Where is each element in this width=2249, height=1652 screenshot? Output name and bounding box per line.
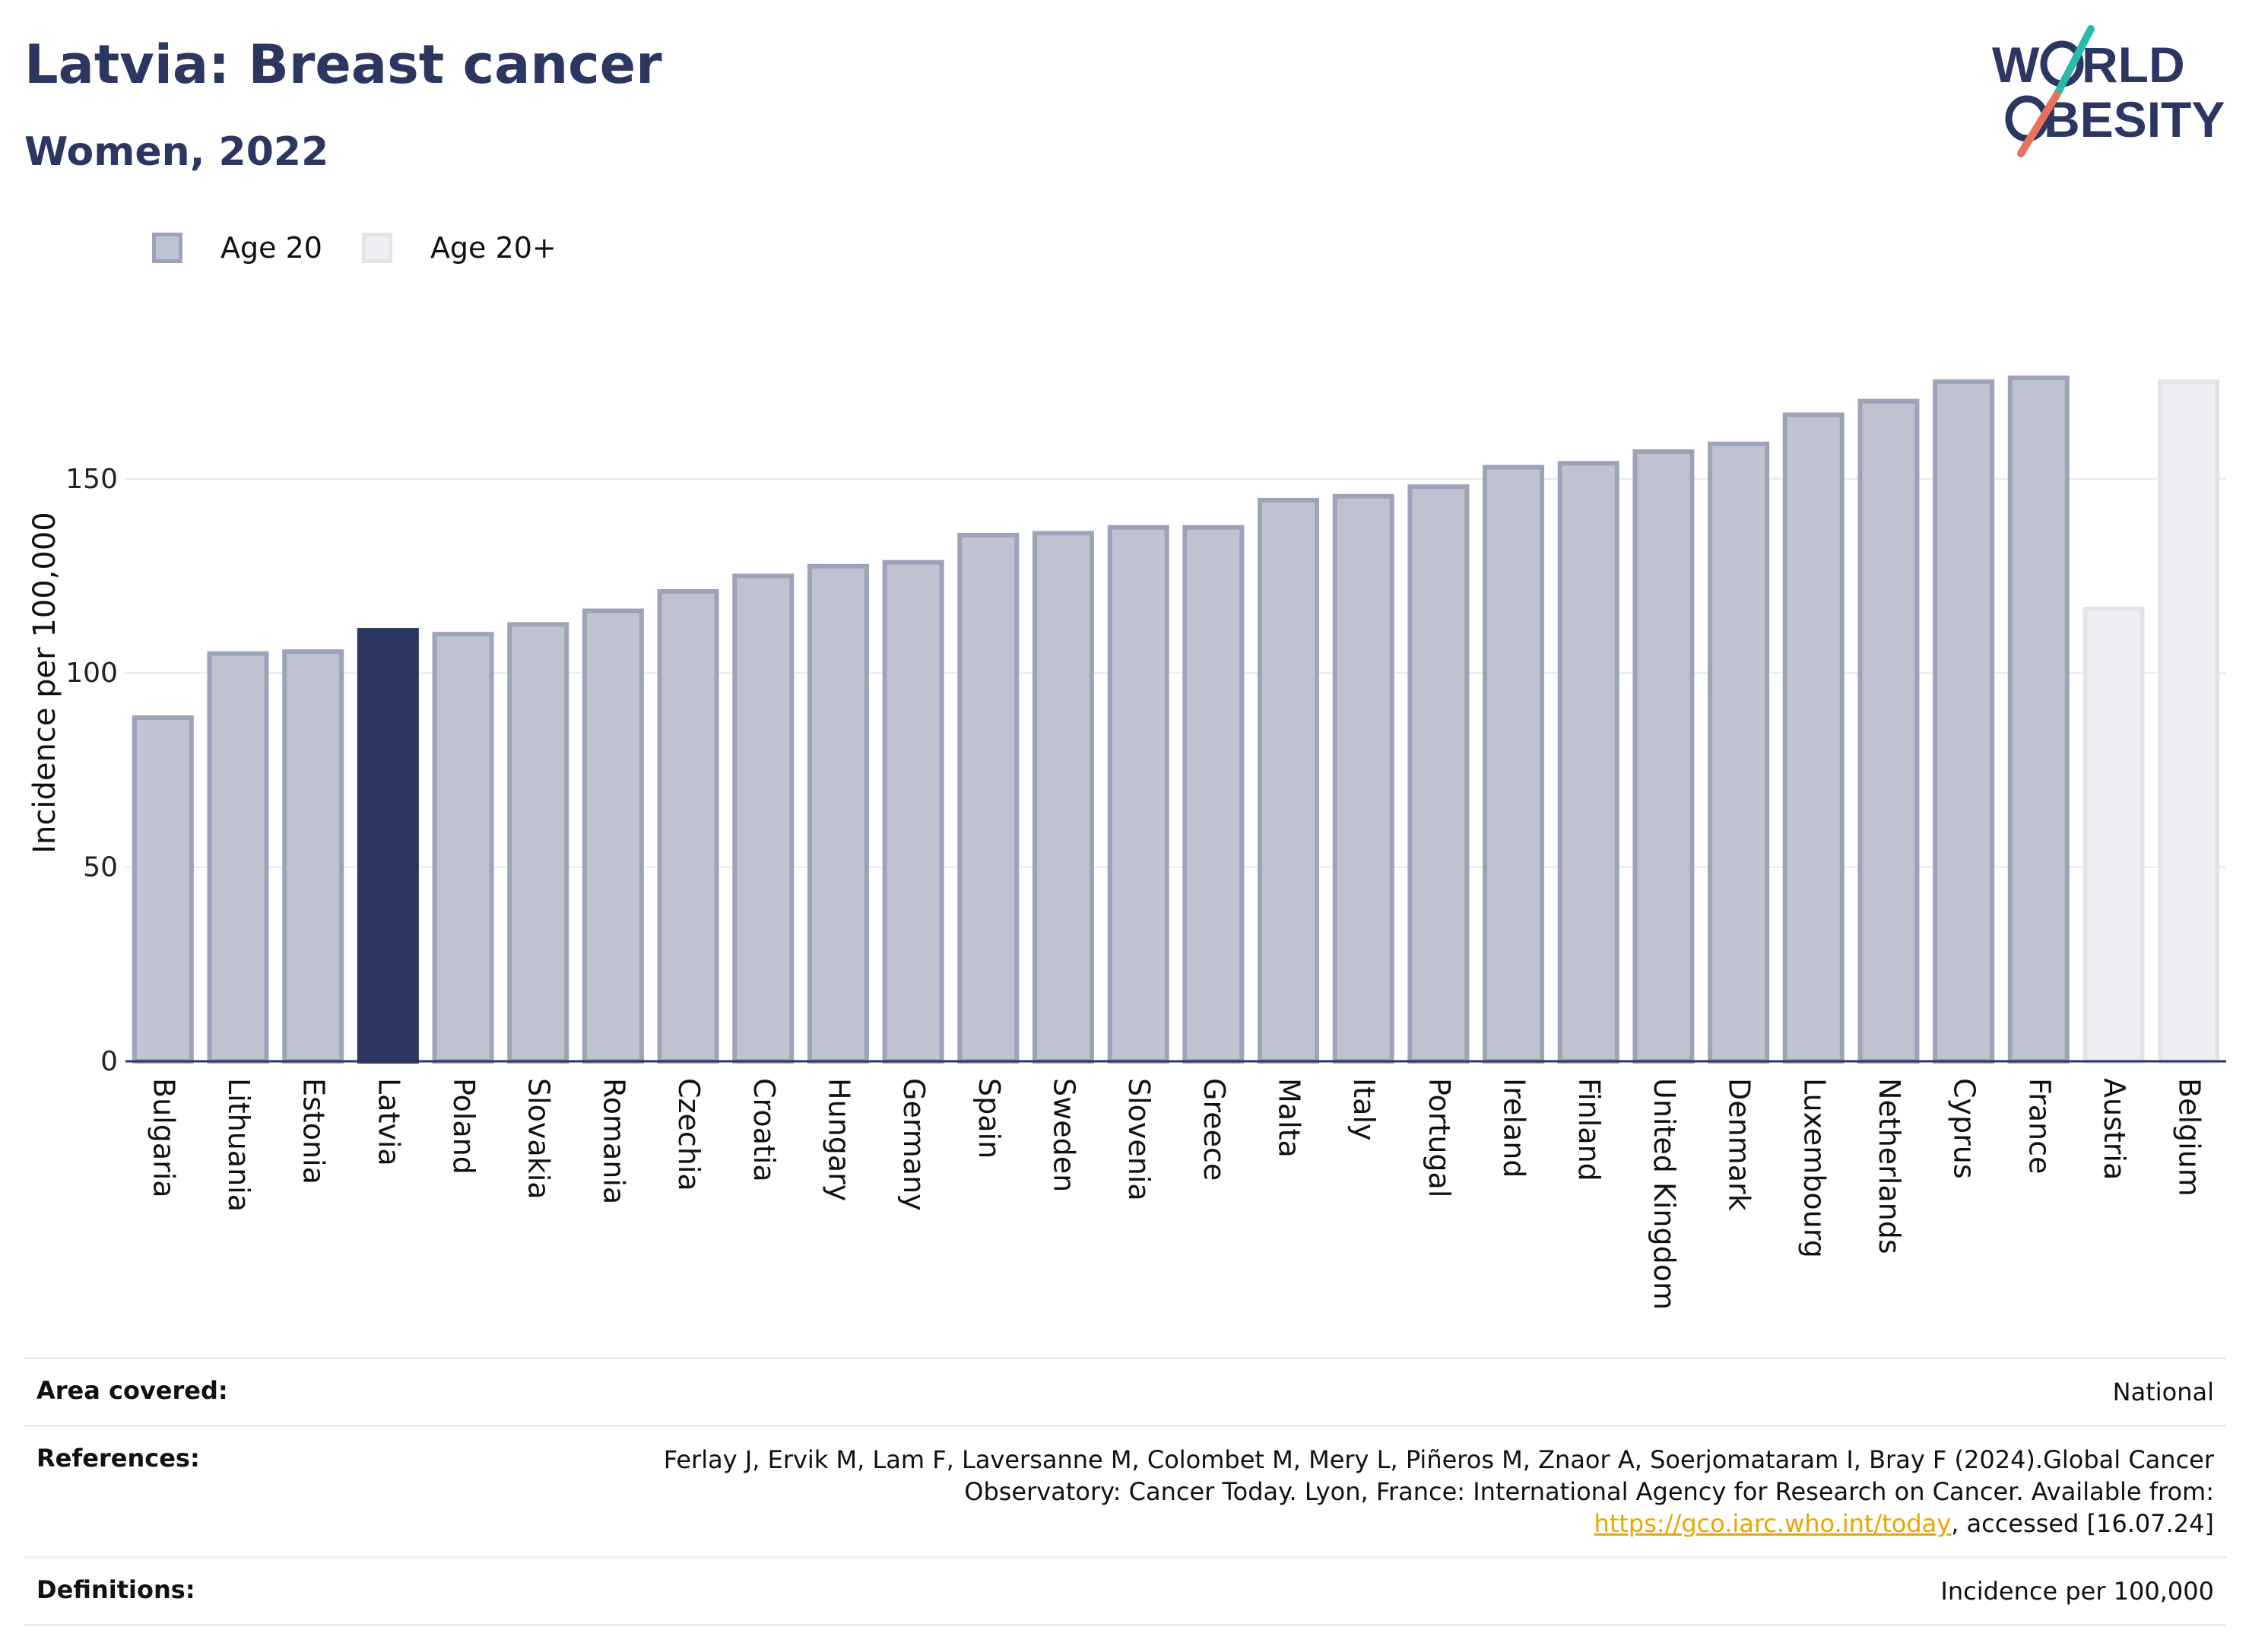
bar-greece — [1182, 525, 1245, 1064]
x-tick-label: Cyprus — [1948, 1078, 1981, 1179]
references-value: Ferlay J, Ervik M, Lam F, Laversanne M, … — [617, 1444, 2214, 1539]
legend-swatch-age20plus — [361, 233, 392, 263]
legend-label-age20: Age 20 — [220, 231, 322, 265]
bar-czechia — [657, 588, 719, 1064]
bar-france — [2007, 376, 2070, 1064]
y-tick-label: 150 — [65, 464, 118, 495]
x-tick-label: Czechia — [672, 1078, 706, 1191]
logo-text-line1-a: W — [1992, 36, 2040, 93]
bar-estonia — [282, 649, 344, 1064]
y-tick-label: 100 — [65, 658, 118, 689]
bar-germany — [882, 560, 944, 1064]
page-subtitle: Women, 2022 — [24, 129, 329, 175]
legend-item-age20[interactable]: Age 20 — [152, 231, 322, 265]
definitions-value: Incidence per 100,000 — [1940, 1577, 2214, 1606]
x-tick-label: Denmark — [1723, 1078, 1756, 1211]
y-tick-label: 0 — [100, 1046, 118, 1077]
x-tick-label: Belgium — [2173, 1078, 2206, 1197]
x-tick-label: Slovakia — [522, 1078, 556, 1200]
x-tick-label: Poland — [447, 1078, 481, 1175]
definitions-label: Definitions: — [36, 1575, 195, 1604]
references-label: References: — [36, 1444, 200, 1473]
logo-slash-coral — [2017, 91, 2060, 157]
logo-text-line1-b: RLD — [2082, 36, 2185, 93]
x-tick-label: Spain — [972, 1078, 1006, 1159]
y-tick-label: 50 — [83, 852, 118, 883]
x-tick-label: Portugal — [1423, 1078, 1456, 1197]
bar-bulgaria — [132, 715, 194, 1064]
x-tick-label: Luxembourg — [1797, 1078, 1831, 1258]
x-tick-label: Romania — [597, 1078, 630, 1204]
metadata-table: Area covered: National References: Ferla… — [24, 1357, 2226, 1626]
x-tick-label: Estonia — [297, 1078, 331, 1184]
bar-romania — [582, 608, 644, 1064]
meta-row-references: References: Ferlay J, Ervik M, Lam F, La… — [24, 1425, 2226, 1556]
world-obesity-logo: W RLD BESITY — [1992, 25, 2225, 157]
x-tick-label: Bulgaria — [147, 1078, 180, 1198]
bar-latvia — [357, 628, 419, 1064]
bar-poland — [432, 632, 494, 1064]
bar-ireland — [1483, 465, 1545, 1064]
references-text-2: , accessed [16.07.24] — [1951, 1509, 2214, 1538]
x-tick-label: Latvia — [372, 1078, 405, 1166]
chart-legend: Age 20 Age 20+ — [152, 227, 596, 269]
bar-netherlands — [1857, 398, 1920, 1064]
bar-finland — [1557, 461, 1619, 1064]
bar-austria — [2082, 606, 2145, 1064]
area-covered-label: Area covered: — [36, 1376, 228, 1405]
x-tick-label: Lithuania — [222, 1078, 255, 1212]
bar-portugal — [1407, 484, 1470, 1064]
bar-hungary — [807, 563, 869, 1064]
logo-text-line2: BESITY — [2044, 91, 2225, 147]
meta-row-definitions: Definitions: Incidence per 100,000 — [24, 1556, 2226, 1626]
x-tick-label: Austria — [2098, 1078, 2131, 1180]
area-covered-value: National — [2112, 1378, 2214, 1406]
bar-luxembourg — [1782, 412, 1845, 1064]
references-text-1: Ferlay J, Ervik M, Lam F, Laversanne M, … — [663, 1445, 2214, 1506]
bar-italy — [1332, 493, 1394, 1064]
y-axis-title: Incidence per 100,000 — [27, 512, 62, 854]
logo-slash-teal — [2053, 25, 2095, 99]
bar-belgium — [2158, 379, 2220, 1064]
references-link[interactable]: https://gco.iarc.who.int/today — [1594, 1509, 1952, 1538]
legend-swatch-age20 — [152, 233, 182, 263]
bar-spain — [957, 532, 1020, 1064]
x-tick-label: Ireland — [1498, 1078, 1531, 1178]
legend-label-age20plus: Age 20+ — [430, 231, 557, 265]
bar-slovakia — [507, 622, 569, 1064]
page-title: Latvia: Breast cancer — [24, 33, 662, 96]
bar-malta — [1258, 497, 1320, 1064]
bar-sweden — [1032, 531, 1094, 1064]
meta-row-area: Area covered: National — [24, 1357, 2226, 1425]
x-tick-label: Italy — [1347, 1078, 1381, 1140]
x-tick-label: Germany — [897, 1078, 931, 1211]
bar-united-kingdom — [1632, 449, 1695, 1064]
x-tick-label: Greece — [1197, 1078, 1231, 1181]
bar-slovenia — [1107, 525, 1169, 1064]
x-tick-label: France — [2022, 1078, 2056, 1174]
x-tick-label: Hungary — [822, 1078, 855, 1201]
x-tick-label: Finland — [1572, 1078, 1606, 1181]
x-tick-label: United Kingdom — [1648, 1078, 1681, 1310]
x-tick-label: Netherlands — [1873, 1078, 1906, 1254]
bar-lithuania — [207, 651, 269, 1064]
x-tick-label: Slovenia — [1122, 1078, 1156, 1201]
bar-cyprus — [1933, 379, 1995, 1064]
x-tick-label: Sweden — [1047, 1078, 1080, 1192]
x-tick-label: Malta — [1273, 1078, 1306, 1158]
bar-denmark — [1708, 441, 1770, 1064]
legend-item-age20plus[interactable]: Age 20+ — [361, 231, 557, 265]
x-tick-label: Croatia — [747, 1078, 781, 1182]
bar-croatia — [732, 573, 795, 1064]
